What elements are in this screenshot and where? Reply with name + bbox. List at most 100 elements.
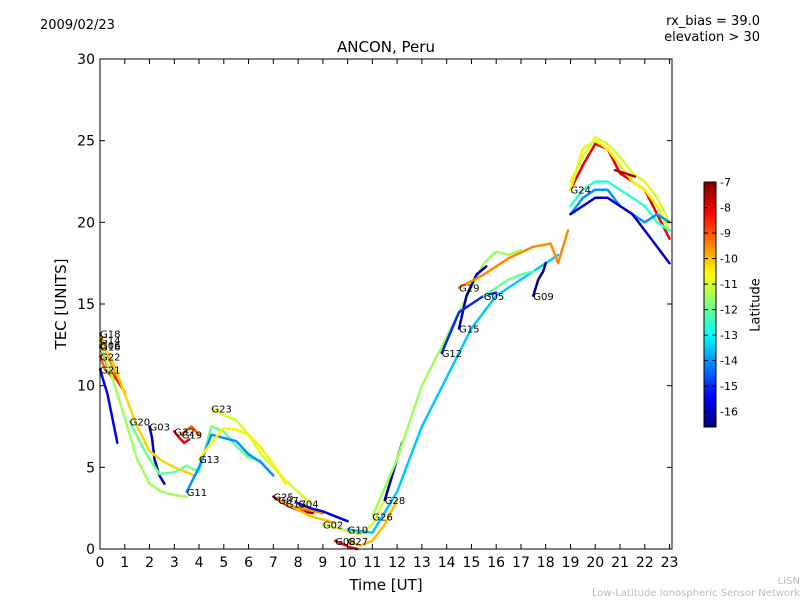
x-tick-label: 14 bbox=[438, 555, 456, 571]
series-label: G12 bbox=[442, 349, 462, 360]
x-tick-label: 13 bbox=[413, 555, 431, 571]
series-line-g19 bbox=[180, 425, 201, 436]
x-tick-label: 19 bbox=[562, 555, 580, 571]
series-line-g05 bbox=[482, 270, 535, 298]
x-tick-label: 15 bbox=[463, 555, 481, 571]
colorbar-tick-label: -14 bbox=[720, 355, 738, 368]
colorbar-tick-label: -10 bbox=[720, 253, 738, 266]
x-tick-label: 12 bbox=[388, 555, 406, 571]
series-line-g26 bbox=[371, 248, 523, 518]
axis-layer: 0 1 2 3 4 5 6 7 8 9 10 11 12 13 14 15 16 17 18 19 20 21 22 2305… bbox=[77, 52, 678, 571]
y-tick-label: 0 bbox=[86, 542, 95, 558]
x-tick-label: 9 bbox=[318, 555, 327, 571]
x-tick-label: 22 bbox=[636, 555, 654, 571]
colorbar-tick-label: -16 bbox=[720, 406, 738, 419]
y-tick-label: 15 bbox=[77, 297, 95, 313]
series-label: G28 bbox=[385, 496, 405, 507]
series-label: G07 bbox=[278, 496, 298, 507]
series-label: G29 bbox=[459, 284, 479, 295]
series-label: G32 bbox=[174, 427, 194, 438]
series-line-unlabeled-34 bbox=[613, 168, 637, 178]
x-tick-label: 10 bbox=[339, 555, 357, 571]
credit-long: Low-Latitude Ionospheric Sensor Network bbox=[592, 588, 800, 599]
series-label: G22 bbox=[100, 352, 120, 363]
series-line-g13 bbox=[197, 426, 287, 485]
x-tick-label: 0 bbox=[96, 555, 105, 571]
series-label: G09 bbox=[533, 292, 553, 303]
series-label: G14 bbox=[100, 336, 120, 347]
series-label: G25 bbox=[273, 493, 293, 504]
y-tick-label: 5 bbox=[86, 460, 95, 476]
date-label: 2009/02/23 bbox=[40, 18, 115, 33]
x-tick-label: 20 bbox=[586, 555, 604, 571]
series-label: G08 bbox=[335, 537, 355, 548]
series-line-g27 bbox=[346, 498, 399, 547]
x-tick-label: 3 bbox=[170, 555, 179, 571]
series-line-g23 bbox=[210, 407, 312, 505]
x-tick-label: 2 bbox=[145, 555, 154, 571]
x-tick-label: 5 bbox=[219, 555, 228, 571]
series-line-g24 bbox=[569, 142, 671, 240]
series-label: G04 bbox=[298, 499, 318, 510]
y-tick-label: 10 bbox=[77, 379, 95, 395]
series-label: G06 bbox=[100, 341, 120, 352]
colorbar-tick-label: -12 bbox=[720, 304, 738, 317]
x-tick-label: 17 bbox=[512, 555, 530, 571]
x-tick-label: 6 bbox=[244, 555, 253, 571]
series-line-g06 bbox=[98, 343, 188, 498]
series-line-g20 bbox=[128, 420, 263, 476]
series-line-g15 bbox=[457, 265, 488, 330]
series-line-unlabeled-29 bbox=[569, 139, 671, 232]
series-line-unlabeled-30 bbox=[569, 136, 671, 224]
series-label: G20 bbox=[130, 418, 150, 429]
x-tick-label: 23 bbox=[661, 555, 679, 571]
colorbar-tick-label: -8 bbox=[720, 202, 731, 215]
series-line-unlabeled-33 bbox=[569, 196, 671, 265]
colorbar-tick-label: -15 bbox=[720, 380, 738, 393]
series-line-g14 bbox=[98, 338, 196, 477]
series-label: G13 bbox=[199, 455, 219, 466]
plot-frame bbox=[99, 58, 673, 550]
chart-title: ANCON, Peru bbox=[337, 38, 435, 56]
series-label: G19 bbox=[182, 431, 202, 442]
x-tick-label: 4 bbox=[195, 555, 204, 571]
colorbar-tick-label: -7 bbox=[720, 176, 731, 189]
x-tick-label: 7 bbox=[269, 555, 278, 571]
series-line-g08 bbox=[333, 539, 359, 551]
series-line-g10 bbox=[346, 253, 560, 534]
series-label: G17 bbox=[286, 499, 306, 510]
colorbar bbox=[703, 181, 717, 428]
y-tick-label: 30 bbox=[77, 52, 95, 68]
series-line-g12 bbox=[440, 291, 498, 355]
series-line-g21 bbox=[98, 368, 119, 445]
elevation-label: elevation > 30 bbox=[664, 30, 760, 45]
series-line-g29 bbox=[457, 229, 570, 289]
rx-bias-label: rx_bias = 39.0 bbox=[666, 14, 760, 29]
series-label: G03 bbox=[150, 423, 170, 434]
series-line-g03 bbox=[148, 425, 166, 485]
series-label: G02 bbox=[323, 521, 343, 532]
series-label: G26 bbox=[372, 512, 392, 523]
x-tick-label: 16 bbox=[487, 555, 505, 571]
x-tick-label: 8 bbox=[294, 555, 303, 571]
x-tick-label: 18 bbox=[537, 555, 555, 571]
series-label: G10 bbox=[348, 525, 368, 536]
series-line-g32 bbox=[173, 430, 191, 445]
series-label: G23 bbox=[211, 405, 231, 416]
series-label: G05 bbox=[484, 292, 504, 303]
series-line-g11 bbox=[185, 433, 275, 494]
credit-short: LISN bbox=[777, 576, 800, 587]
x-axis-label: Time [UT] bbox=[349, 576, 423, 594]
series-label: G21 bbox=[100, 365, 120, 376]
x-tick-label: 11 bbox=[363, 555, 381, 571]
colorbar-tick-label: -13 bbox=[720, 329, 738, 342]
y-tick-label: 25 bbox=[77, 134, 95, 150]
series-line-g22 bbox=[98, 355, 114, 379]
series-line-g09 bbox=[532, 261, 547, 298]
x-tick-label: 1 bbox=[120, 555, 129, 571]
series-label: G11 bbox=[187, 488, 207, 499]
y-tick-label: 20 bbox=[77, 215, 95, 231]
colorbar-tick-label: -9 bbox=[720, 227, 731, 240]
series-label: G24 bbox=[571, 186, 591, 197]
